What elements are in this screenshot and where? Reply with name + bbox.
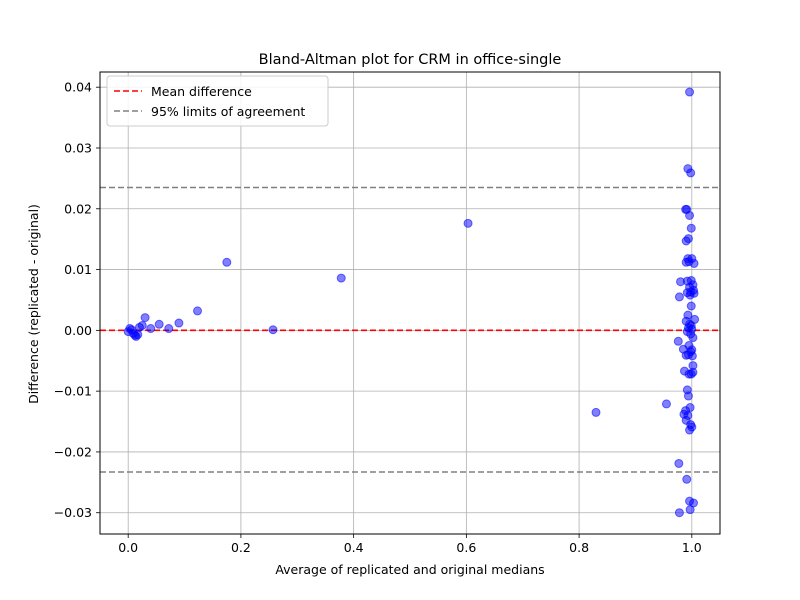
data-point — [674, 292, 684, 302]
data-point — [681, 257, 691, 267]
data-point — [682, 474, 692, 484]
x-tick-label: 1.0 — [682, 540, 702, 555]
data-point — [222, 257, 232, 267]
chart-title: Bland-Altman plot for CRM in office-sing… — [259, 52, 562, 68]
legend: Mean difference 95% limits of agreement — [106, 75, 329, 127]
data-point — [683, 391, 693, 401]
data-point — [685, 505, 695, 515]
y-tick-label: 0.04 — [64, 80, 92, 95]
x-axis-ticks: 0.0 0.2 0.4 0.6 0.8 1.0 — [118, 534, 702, 555]
data-point — [137, 320, 147, 330]
data-point — [591, 407, 601, 417]
data-point — [336, 273, 346, 283]
data-point — [684, 369, 694, 379]
data-point — [688, 333, 698, 343]
data-point — [686, 223, 696, 233]
data-point — [140, 313, 150, 323]
x-tick-label: 0.8 — [569, 540, 589, 555]
y-tick-label: 0.00 — [64, 323, 92, 338]
y-axis-label: Difference (replicated - original) — [26, 204, 41, 404]
legend-box — [106, 75, 329, 127]
data-point — [154, 319, 164, 329]
data-point — [686, 301, 696, 311]
data-point — [685, 87, 695, 97]
x-axis-label: Average of replicated and original media… — [275, 562, 544, 577]
data-point — [685, 425, 695, 435]
y-tick-label: −0.01 — [54, 384, 92, 399]
data-point — [689, 258, 699, 268]
data-point — [174, 318, 184, 328]
data-point — [193, 306, 203, 316]
y-tick-label: −0.03 — [54, 505, 92, 520]
data-point — [681, 236, 691, 246]
y-tick-label: −0.02 — [54, 444, 92, 459]
y-tick-label: 0.03 — [64, 140, 92, 155]
data-point — [683, 350, 693, 360]
data-point — [268, 325, 278, 335]
reference-lines — [100, 186, 720, 473]
legend-limits-label: 95% limits of agreement — [151, 104, 305, 119]
data-point — [463, 218, 473, 228]
y-tick-label: 0.01 — [64, 262, 92, 277]
data-point — [685, 210, 695, 220]
x-tick-label: 0.4 — [344, 540, 364, 555]
data-point — [674, 458, 684, 468]
data-point — [661, 399, 671, 409]
x-tick-label: 0.0 — [118, 540, 138, 555]
data-point — [685, 290, 695, 300]
data-point — [146, 324, 156, 334]
x-tick-label: 0.6 — [456, 540, 476, 555]
y-axis-ticks: −0.03 −0.02 −0.01 0.00 0.01 0.02 0.03 0.04 — [54, 80, 100, 520]
y-tick-label: 0.02 — [64, 201, 92, 216]
x-tick-label: 0.2 — [231, 540, 251, 555]
plot-frame — [99, 71, 721, 535]
legend-mean-label: Mean difference — [151, 84, 252, 99]
data-point — [673, 336, 683, 346]
data-point — [686, 168, 696, 178]
data-points — [123, 87, 700, 518]
data-point — [133, 330, 143, 340]
data-point — [674, 508, 684, 518]
data-point — [164, 324, 174, 334]
